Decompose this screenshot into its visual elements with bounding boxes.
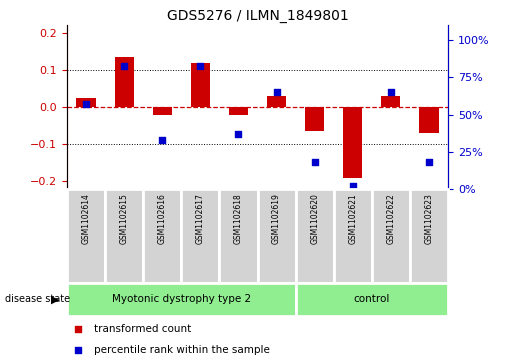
Point	[349, 183, 357, 189]
Text: percentile rank within the sample: percentile rank within the sample	[94, 345, 269, 355]
Point	[234, 131, 243, 137]
Bar	[372, 189, 410, 283]
Bar	[219, 189, 258, 283]
Text: Myotonic dystrophy type 2: Myotonic dystrophy type 2	[112, 294, 251, 305]
Text: GSM1102617: GSM1102617	[196, 193, 205, 244]
Text: GSM1102615: GSM1102615	[119, 193, 129, 244]
Bar	[181, 189, 219, 283]
Bar	[153, 107, 172, 114]
Bar	[258, 189, 296, 283]
Bar	[344, 107, 363, 178]
Bar	[305, 107, 324, 131]
Point	[196, 62, 204, 68]
Text: disease state: disease state	[5, 294, 70, 305]
Bar	[67, 189, 105, 283]
Bar	[67, 283, 296, 316]
Point	[74, 347, 82, 353]
Bar	[296, 189, 334, 283]
Point	[311, 159, 319, 165]
Text: GSM1102616: GSM1102616	[158, 193, 167, 244]
Bar	[382, 96, 401, 107]
Text: GSM1102623: GSM1102623	[424, 193, 434, 244]
Bar	[105, 189, 143, 283]
Bar	[229, 107, 248, 114]
Text: GSM1102620: GSM1102620	[310, 193, 319, 244]
Bar	[410, 189, 448, 283]
Bar	[296, 283, 448, 316]
Bar	[76, 98, 96, 107]
Text: GSM1102622: GSM1102622	[386, 193, 396, 244]
Point	[82, 101, 90, 107]
Bar	[267, 96, 286, 107]
Text: GSM1102621: GSM1102621	[348, 193, 357, 244]
Point	[158, 137, 166, 143]
Point	[387, 89, 395, 95]
Bar	[334, 189, 372, 283]
Point	[425, 159, 433, 165]
Text: GSM1102618: GSM1102618	[234, 193, 243, 244]
Point	[120, 62, 128, 68]
Point	[272, 89, 281, 95]
Bar	[419, 107, 439, 133]
Text: GSM1102619: GSM1102619	[272, 193, 281, 244]
Title: GDS5276 / ILMN_1849801: GDS5276 / ILMN_1849801	[167, 9, 348, 23]
Bar	[191, 62, 210, 107]
Bar	[114, 57, 134, 107]
Bar	[143, 189, 181, 283]
Text: ▶: ▶	[50, 294, 59, 305]
Point	[74, 326, 82, 332]
Text: transformed count: transformed count	[94, 324, 191, 334]
Text: GSM1102614: GSM1102614	[81, 193, 91, 244]
Text: control: control	[354, 294, 390, 305]
